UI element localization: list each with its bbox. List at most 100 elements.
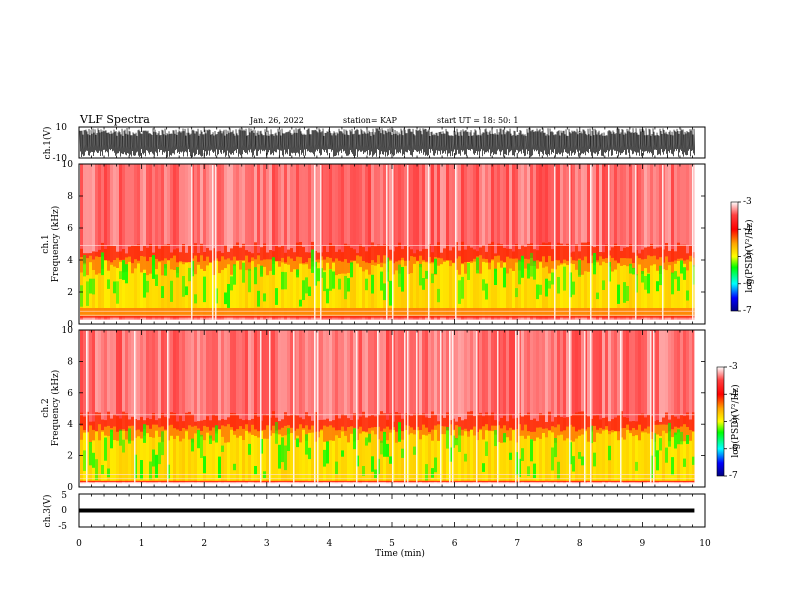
spectrogram-column (425, 261, 428, 308)
spectrogram-column (92, 452, 95, 468)
spectrogram-column (236, 330, 239, 484)
spectrogram-column (356, 164, 359, 320)
spectrogram-column (575, 438, 578, 481)
spectrogram-column (665, 164, 668, 320)
spectrogram-column (428, 434, 431, 481)
spectrogram-column (482, 164, 485, 320)
spectrogram-column (296, 164, 299, 320)
spectrogram-column (305, 164, 308, 320)
spectrogram-column (551, 268, 554, 308)
spectrogram-column (530, 439, 533, 462)
spectrogram-column (209, 435, 212, 444)
spectrogram-column (575, 164, 578, 320)
spectrogram-column (527, 263, 530, 279)
spectrogram-column (641, 271, 644, 283)
spectrogram-column (116, 164, 119, 320)
spectrogram-column (437, 265, 440, 308)
spectrogram-column (608, 330, 611, 484)
spectrogram-column (464, 453, 467, 462)
spectrogram-column (539, 330, 542, 484)
spectrogram-column (272, 433, 275, 481)
spectrogram-column (521, 164, 524, 320)
ch1-colorbar-gradient (730, 201, 739, 312)
spectrogram-column (110, 432, 113, 481)
spectrogram-column (446, 164, 449, 320)
spectrogram-column (566, 265, 569, 308)
spectrogram-column (143, 273, 146, 298)
spectrogram-column (395, 270, 398, 308)
spectrogram-column (158, 330, 161, 484)
spectrogram-column (128, 261, 131, 308)
spectrogram-column (377, 331, 379, 486)
spectrogram-column (557, 277, 560, 294)
spectrogram-column (638, 164, 641, 320)
spectrogram-column (668, 422, 671, 447)
spectrogram-column (512, 164, 515, 320)
spectrogram-column (284, 272, 287, 290)
spectrogram-column (209, 164, 212, 320)
spectrogram-column (212, 330, 215, 484)
spectrogram-column (350, 164, 353, 320)
spectrogram-column (347, 278, 350, 292)
spectrogram-column (374, 469, 377, 479)
spectrogram-column (578, 275, 581, 308)
spectrogram-column (380, 164, 383, 320)
spectrogram-column (659, 164, 662, 320)
spectrogram-column (443, 261, 446, 308)
colorbar-tick-label: -4 (729, 389, 738, 399)
spectrogram-column (230, 330, 233, 484)
spectrogram-column (188, 164, 191, 320)
spectrogram-column (335, 330, 338, 484)
spectrogram-column (290, 164, 293, 320)
spectrogram-column (329, 269, 332, 291)
spectrogram-column (503, 330, 506, 484)
spectrogram-column (287, 264, 290, 308)
spectrogram-column (89, 330, 92, 484)
spectrogram-column (665, 330, 668, 484)
spectrogram-column (206, 164, 209, 320)
spectrogram-column (473, 330, 476, 484)
spectrogram-column (455, 330, 458, 484)
spectrogram-column (410, 164, 413, 320)
spectrogram-column (275, 433, 278, 481)
spectrogram-column (332, 271, 335, 289)
spectrogram-column (242, 164, 245, 320)
spectrogram-column (332, 440, 335, 481)
spectrogram-column (89, 278, 92, 294)
spectrogram-column (524, 164, 527, 320)
spectrogram-column (233, 265, 236, 308)
spectrogram-column (131, 273, 134, 308)
spectrogram-column (398, 264, 401, 287)
spectrogram-column (320, 430, 323, 481)
spectrogram-column (350, 264, 353, 308)
spectrogram-column (488, 269, 491, 308)
spectrogram-column (206, 330, 209, 484)
spectrogram-column (581, 274, 584, 308)
spectrogram-column (161, 441, 164, 481)
xtick-label: 4 (327, 539, 333, 549)
spectrogram-column (326, 262, 329, 308)
spectrogram-column (584, 164, 587, 320)
spectrogram-column (575, 269, 578, 308)
spectrogram-column (539, 164, 542, 320)
spectrogram-column (530, 330, 533, 484)
spectrogram-column (575, 330, 578, 484)
spectrogram-column (188, 262, 191, 308)
spectrogram-column (119, 271, 122, 279)
spectrogram-column (641, 274, 644, 308)
spectrogram-column (287, 164, 290, 320)
spectrogram-column (335, 275, 338, 308)
spectrogram-column (503, 442, 506, 481)
ytick-label: 0 (67, 320, 73, 330)
spectrogram-column (620, 331, 622, 486)
ch2-spectrogram-panel: 0 2 4 6 8 10 ch.2 Frequency (kHz) (41, 326, 706, 493)
spectrogram-column (407, 165, 409, 323)
spectrogram-column (374, 330, 377, 484)
spectrogram-column (440, 264, 443, 308)
spectrogram-column (278, 444, 281, 469)
spectrogram-column (413, 330, 416, 484)
spectrogram-column (506, 437, 509, 481)
spectrogram-column (263, 164, 266, 320)
spectrogram-column (329, 330, 332, 484)
spectrogram-column (374, 164, 377, 320)
